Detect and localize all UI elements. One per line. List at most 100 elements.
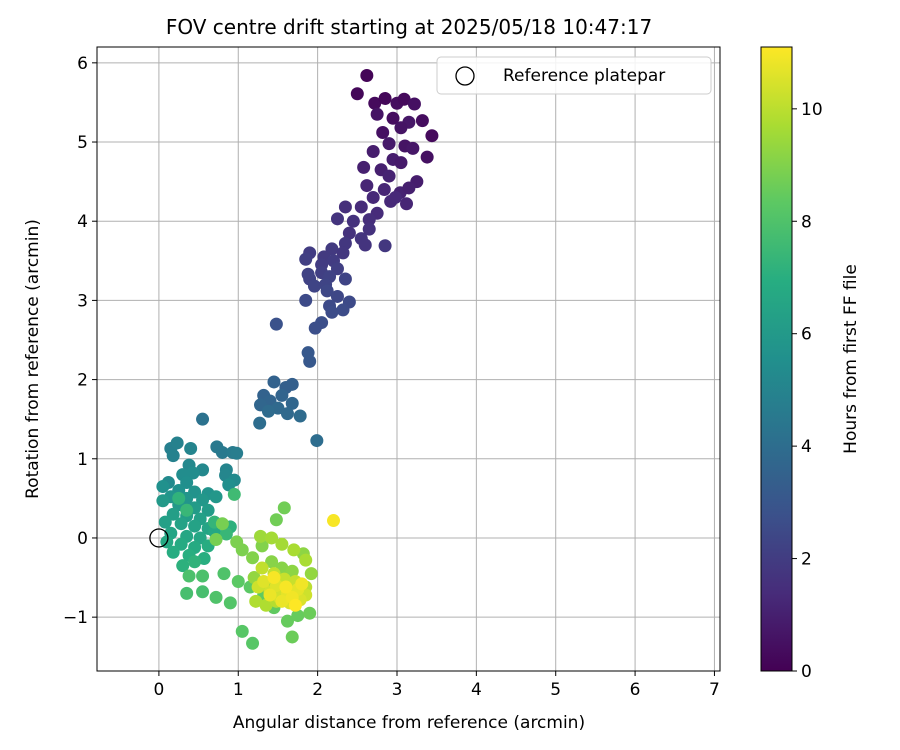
data-point (280, 614, 294, 628)
data-point (425, 129, 439, 143)
data-point (265, 531, 279, 545)
data-point (222, 478, 236, 492)
data-point (170, 436, 184, 450)
data-point (253, 529, 267, 543)
data-point (420, 150, 434, 164)
colorbar: 0 2 4 6 8 10 Hours from first FF file (760, 46, 861, 682)
y-axis-label: Rotation from reference (arcmin) (23, 219, 43, 499)
data-point (275, 537, 289, 551)
data-point (330, 289, 344, 303)
x-tick-label: 6 (630, 680, 641, 700)
x-axis-label: Angular distance from reference (arcmin) (233, 713, 585, 733)
colorbar-tick-label: 0 (801, 662, 812, 682)
data-point (235, 624, 249, 638)
x-tick-label: 4 (471, 680, 482, 700)
data-point (259, 598, 273, 612)
data-point (325, 305, 339, 319)
data-point (362, 222, 376, 236)
data-point (295, 577, 309, 591)
data-point (362, 213, 376, 227)
data-point (358, 238, 372, 252)
data-point (303, 354, 317, 368)
data-point (180, 476, 194, 490)
data-point (180, 503, 194, 517)
y-tick-label: 2 (77, 371, 88, 391)
data-point (330, 212, 344, 226)
data-point (182, 569, 196, 583)
data-point (415, 114, 429, 128)
data-point (231, 575, 245, 589)
grid (97, 47, 720, 671)
data-point (156, 494, 170, 508)
y-tick-label: 3 (77, 291, 88, 311)
data-point (223, 596, 237, 610)
data-point (180, 586, 194, 600)
data-point (269, 513, 283, 527)
legend: Reference platepar (436, 56, 712, 95)
data-point (386, 111, 400, 125)
data-point (346, 214, 360, 228)
data-point (253, 416, 267, 430)
data-point (376, 126, 390, 140)
data-point (188, 555, 202, 569)
data-point (368, 96, 382, 110)
data-point (196, 569, 210, 583)
data-point (217, 567, 231, 581)
colorbar-ticks: 0 2 4 6 8 10 (792, 100, 823, 682)
data-point (166, 449, 180, 463)
data-point (263, 588, 277, 602)
chart-title: FOV centre drift starting at 2025/05/18 … (166, 15, 652, 39)
data-point (382, 137, 396, 151)
data-point (275, 388, 289, 402)
data-point (360, 179, 374, 193)
colorbar-tick-label: 10 (801, 100, 823, 120)
data-point (299, 553, 313, 567)
y-tick-label: 0 (77, 529, 88, 549)
data-point (174, 517, 188, 531)
data-points (156, 69, 439, 650)
data-point (156, 479, 170, 493)
data-point (299, 293, 313, 307)
data-point (354, 200, 368, 214)
data-point (158, 515, 172, 529)
data-point (325, 242, 339, 256)
data-point (397, 92, 411, 106)
data-point (370, 107, 384, 121)
x-tick-label: 7 (709, 680, 720, 700)
data-point (219, 527, 233, 541)
data-point (304, 567, 318, 581)
data-point (209, 490, 223, 504)
data-point (235, 543, 249, 557)
legend-open-circle-icon (455, 66, 475, 86)
data-point (166, 507, 180, 521)
data-point (378, 239, 392, 253)
data-point (394, 156, 408, 170)
x-tick-label: 2 (312, 680, 323, 700)
data-point (176, 559, 190, 573)
data-point (261, 404, 275, 418)
legend-label: Reference platepar (503, 66, 665, 86)
data-point (336, 246, 350, 260)
data-point (338, 272, 352, 286)
data-point (277, 501, 291, 515)
data-point (196, 493, 210, 507)
data-point (230, 446, 244, 460)
x-axis-ticks: 0 1 2 3 4 5 6 7 (153, 671, 720, 700)
data-point (184, 441, 198, 455)
data-point (293, 409, 307, 423)
data-point (382, 169, 396, 183)
y-tick-label: 5 (77, 133, 88, 153)
data-point (342, 226, 356, 240)
colorbar-gradient (760, 46, 793, 672)
y-axis-ticks: −1 0 1 2 3 4 5 6 (63, 54, 97, 628)
y-tick-label: −1 (63, 608, 88, 628)
colorbar-tick-label: 6 (801, 325, 812, 345)
x-tick-label: 5 (550, 680, 561, 700)
data-point (336, 303, 350, 317)
data-point (285, 564, 299, 578)
x-tick-label: 0 (153, 680, 164, 700)
data-point (209, 533, 223, 547)
data-point (246, 551, 260, 565)
data-point (400, 197, 414, 211)
